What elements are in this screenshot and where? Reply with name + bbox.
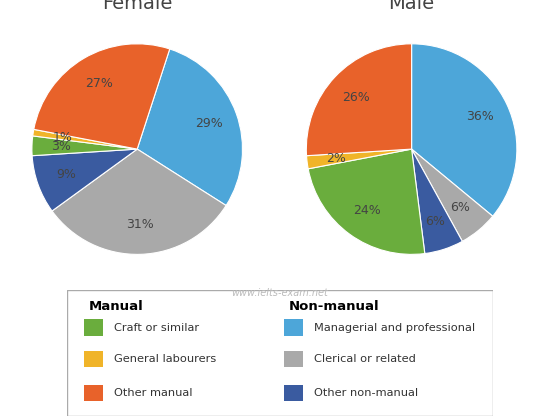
Wedge shape (306, 44, 412, 156)
Text: 3%: 3% (52, 140, 71, 153)
Text: 2%: 2% (326, 152, 346, 165)
Text: Clerical or related: Clerical or related (314, 354, 416, 364)
Text: 29%: 29% (195, 117, 222, 130)
Bar (84, 351, 104, 367)
Wedge shape (137, 49, 242, 205)
Bar (284, 351, 304, 367)
Text: General labourers: General labourers (114, 354, 216, 364)
Text: Non-manual: Non-manual (288, 300, 379, 313)
Text: 36%: 36% (466, 110, 494, 123)
Wedge shape (32, 149, 137, 211)
Bar (84, 385, 104, 402)
Wedge shape (32, 136, 137, 156)
Title: Male: Male (389, 0, 435, 13)
Wedge shape (32, 129, 137, 149)
Bar (284, 385, 304, 402)
Text: 9%: 9% (56, 168, 76, 181)
Text: Managerial and professional: Managerial and professional (314, 323, 475, 333)
Bar (84, 319, 104, 336)
Text: 24%: 24% (353, 204, 381, 217)
Text: 1%: 1% (53, 131, 72, 144)
Wedge shape (308, 149, 425, 255)
Wedge shape (412, 149, 493, 242)
Wedge shape (412, 149, 463, 254)
Wedge shape (306, 149, 412, 169)
Text: 6%: 6% (450, 201, 470, 214)
Text: 27%: 27% (85, 77, 113, 90)
Text: Craft or similar: Craft or similar (114, 323, 199, 333)
Bar (284, 319, 304, 336)
Text: Other manual: Other manual (114, 388, 193, 398)
Text: Other non-manual: Other non-manual (314, 388, 418, 398)
Text: 6%: 6% (425, 215, 445, 228)
Wedge shape (412, 44, 517, 216)
FancyBboxPatch shape (67, 290, 493, 416)
Text: www.ielts-exam.net: www.ielts-exam.net (232, 288, 328, 298)
Wedge shape (34, 44, 170, 149)
Text: 26%: 26% (343, 91, 370, 104)
Wedge shape (52, 149, 226, 255)
Text: 31%: 31% (125, 218, 153, 231)
Title: Female: Female (102, 0, 172, 13)
Text: Manual: Manual (88, 300, 143, 313)
